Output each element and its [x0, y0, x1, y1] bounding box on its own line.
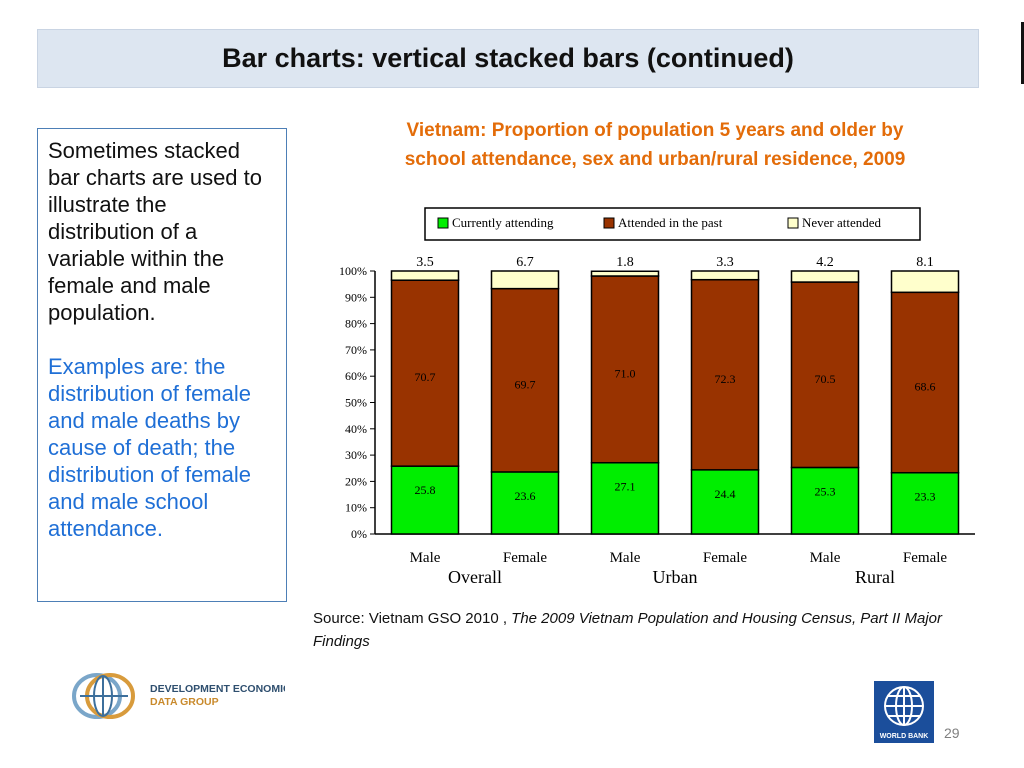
y-tick-label: 10% [345, 501, 367, 515]
bar-value-label: 3.3 [716, 255, 734, 270]
legend-label: Currently attending [452, 215, 554, 230]
x-category-label: Male [810, 550, 841, 566]
legend-swatch [437, 217, 449, 229]
bar-value-label: 72.3 [715, 372, 736, 386]
dec-logo-line-1: DEVELOPMENT ECONOMICS [150, 683, 285, 695]
y-tick-label: 100% [339, 264, 367, 278]
bar-segment [490, 471, 560, 535]
x-category-label: Male [410, 550, 441, 566]
world-bank-globe-icon [884, 686, 924, 726]
bar-value-label: 68.6 [915, 380, 936, 394]
y-tick-label: 80% [345, 317, 367, 331]
slide-title: Bar charts: vertical stacked bars (conti… [222, 43, 794, 73]
y-tick-label: 40% [345, 422, 367, 436]
chart-bars: 25.8 70.7 3.5 23.6 69.7 6.7 27.1 71.0 1.8 24.4 72.… [390, 255, 960, 535]
y-tick-label: 0% [351, 527, 367, 541]
bar-value-label: 4.2 [816, 255, 834, 270]
bar-segment [590, 275, 660, 464]
chart-axes: 0% 10% 20% 30% 40% 50% 60% 70% 80% 90% 100% [339, 264, 975, 541]
slide-title-band: Bar charts: vertical stacked bars (conti… [37, 29, 979, 88]
world-bank-logo-text: WORLD BANK [880, 733, 929, 740]
bar-segment [590, 461, 660, 535]
bar-value-label: 25.8 [415, 483, 436, 497]
bar-value-label: 23.6 [515, 489, 536, 503]
description-paragraph: Sometimes stacked bar charts are used to… [48, 138, 263, 325]
y-tick-label: 70% [345, 343, 367, 357]
bar-segment [390, 270, 460, 281]
x-group-label: Rural [855, 567, 895, 587]
x-category-label: Female [903, 550, 947, 566]
bar-value-label: 6.7 [516, 255, 534, 270]
bar-value-label: 23.3 [915, 490, 936, 504]
x-category-label: Male [610, 550, 641, 566]
bar-segment [690, 270, 760, 281]
legend-swatch [787, 217, 799, 229]
bar-value-label: 3.5 [416, 255, 434, 270]
bar-segment [590, 270, 660, 277]
bar-segment [390, 279, 460, 467]
bar-segment [390, 465, 460, 535]
bar-value-label: 8.1 [916, 255, 934, 270]
y-tick-label: 90% [345, 290, 367, 304]
legend-swatch [603, 217, 615, 229]
bar-value-label: 27.1 [615, 480, 636, 494]
bar-segment [490, 287, 560, 473]
legend-frame [424, 207, 921, 241]
dec-logo-line-2: DATA GROUP [150, 696, 219, 708]
chart-title: Vietnam: Proportion of population 5 year… [330, 116, 980, 174]
bar-value-label: 69.7 [515, 377, 536, 391]
x-group-label: Overall [448, 567, 502, 587]
y-tick-label: 30% [345, 448, 367, 462]
legend-label: Attended in the past [618, 215, 723, 230]
globe-rings-icon [72, 673, 135, 719]
y-tick-label: 60% [345, 369, 367, 383]
source-prefix: Source: Vietnam GSO 2010 , [313, 610, 512, 627]
bar-segment [690, 469, 760, 535]
page-number: 29 [944, 725, 960, 741]
examples-paragraph: Examples are: the distribution of female… [48, 354, 251, 541]
x-category-label: Female [703, 550, 747, 566]
x-category-label: Female [503, 550, 547, 566]
source-title: The 2009 Vietnam Population and Housing … [313, 610, 942, 650]
world-bank-logo: WORLD BANK [874, 681, 934, 743]
x-group-label: Urban [653, 567, 698, 587]
description-box: Sometimes stacked bar charts are used to… [37, 128, 287, 602]
bar-value-label: 70.7 [415, 370, 436, 384]
bar-segment [890, 291, 960, 474]
chart-title-line-1: Vietnam: Proportion of population 5 year… [406, 120, 904, 141]
bar-value-label: 70.5 [815, 372, 836, 386]
bar-value-label: 1.8 [616, 255, 634, 270]
edge-marker [1021, 22, 1024, 84]
y-tick-label: 20% [345, 474, 367, 488]
bar-value-label: 24.4 [715, 487, 736, 501]
bar-value-label: 71.0 [615, 366, 636, 380]
chart-title-line-2: school attendance, sex and urban/rural r… [404, 149, 906, 170]
bar-segment [490, 270, 560, 290]
chart-legend: Currently attending Attended in the past N… [424, 207, 921, 241]
bar-segment [690, 278, 760, 471]
legend-label: Never attended [802, 215, 882, 230]
bar-segment [890, 270, 960, 294]
bar-segment [790, 270, 860, 283]
development-economics-logo: DEVELOPMENT ECONOMICS DATA GROUP [72, 673, 285, 719]
bar-segment [790, 281, 860, 469]
bar-segment [790, 466, 860, 535]
source-note: Source: Vietnam GSO 2010 , The 2009 Viet… [313, 607, 993, 653]
bar-segment [890, 471, 960, 535]
bar-value-label: 25.3 [815, 484, 836, 498]
stacked-bar-chart: Currently attending Attended in the past N… [339, 207, 975, 587]
y-tick-label: 50% [345, 396, 367, 410]
